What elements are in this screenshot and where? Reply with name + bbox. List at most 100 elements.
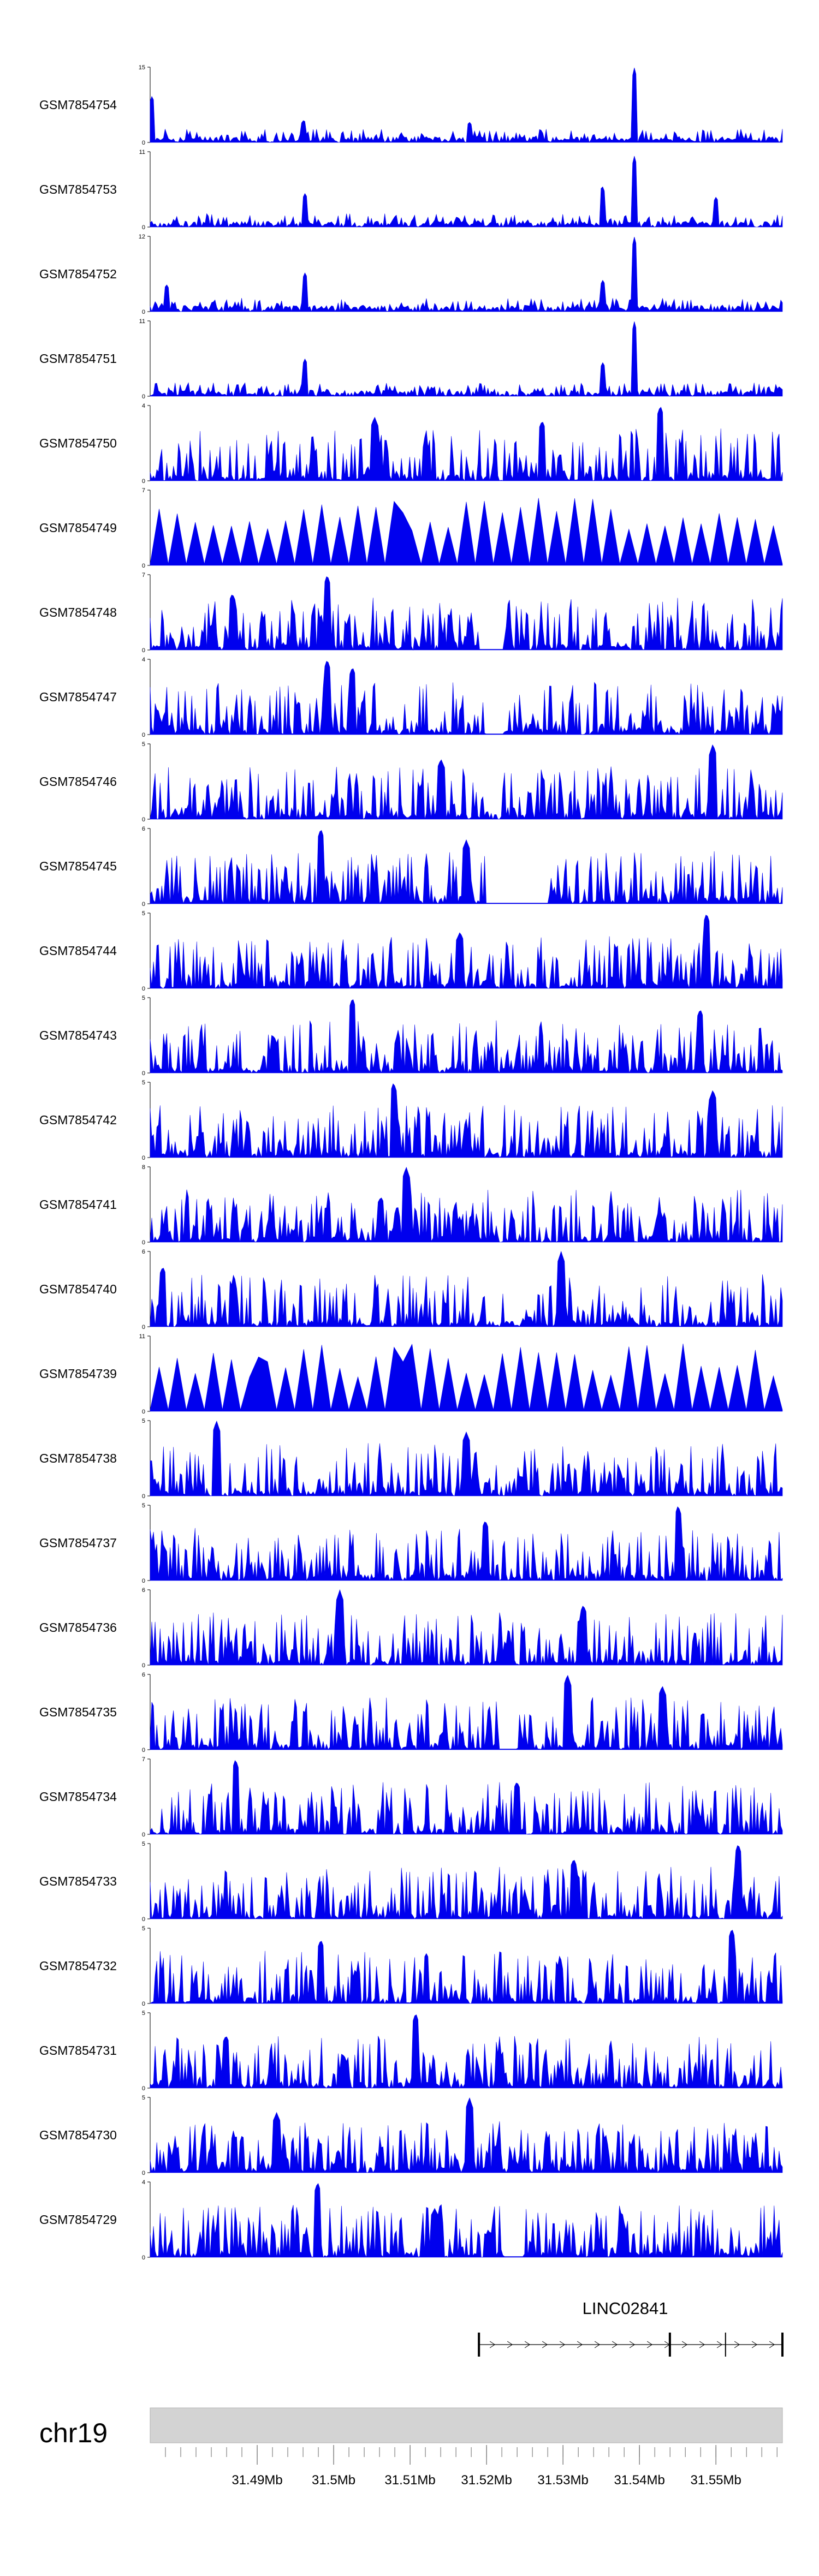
y-max-label: 4 — [142, 403, 145, 409]
strand-arrow — [751, 2341, 758, 2348]
y-min-label: 0 — [142, 478, 145, 485]
track-label: GSM7854735 — [39, 1705, 117, 1719]
track-GSM7854745: GSM7854745 6 0 — [39, 826, 783, 908]
coverage-area — [150, 1421, 783, 1497]
track-label: GSM7854736 — [39, 1620, 117, 1635]
track-GSM7854754: GSM7854754 15 0 — [39, 64, 783, 146]
track-label: GSM7854740 — [39, 1282, 117, 1296]
strand-arrow — [716, 2341, 723, 2348]
y-min-label: 0 — [142, 732, 145, 738]
chromosome-band — [150, 2407, 783, 2443]
y-min-label: 0 — [142, 309, 145, 315]
axis-tick-label: 31.49Mb — [232, 2473, 282, 2488]
gene-exon — [781, 2333, 784, 2357]
track-GSM7854748: GSM7854748 7 0 — [39, 572, 783, 654]
y-min-label: 0 — [142, 901, 145, 908]
y-min-label: 0 — [142, 1070, 145, 1077]
y-min-label: 0 — [142, 1239, 145, 1246]
strand-arrow — [769, 2341, 775, 2348]
y-min-label: 0 — [142, 2170, 145, 2177]
coverage-area — [150, 498, 783, 566]
coverage-area — [150, 1083, 783, 1158]
y-max-label: 7 — [142, 487, 145, 494]
track-GSM7854739: GSM7854739 11 0 — [39, 1333, 783, 1415]
coverage-tracks: GSM7854754150GSM7854753110GSM7854752120G… — [39, 64, 783, 2261]
track-label: GSM7854738 — [39, 1451, 117, 1465]
track-label: GSM7854732 — [39, 1959, 117, 1973]
axis-tick-label: 31.55Mb — [690, 2473, 741, 2488]
y-min-label: 0 — [142, 393, 145, 400]
y-min-label: 0 — [142, 1409, 145, 1415]
track-GSM7854749: GSM7854749 7 0 — [39, 487, 783, 569]
track-label: GSM7854737 — [39, 1536, 117, 1550]
coverage-area — [150, 576, 783, 651]
track-label: GSM7854731 — [39, 2043, 117, 2058]
coverage-area — [150, 1760, 783, 1835]
y-max-label: 5 — [142, 2010, 145, 2017]
y-max-label: 11 — [139, 1333, 145, 1340]
gene-track: LINC02841 — [478, 2299, 784, 2357]
track-GSM7854742: GSM7854742 5 0 — [39, 1080, 783, 1161]
y-min-label: 0 — [142, 2255, 145, 2261]
coverage-area — [150, 1343, 783, 1412]
y-max-label: 4 — [142, 2179, 145, 2186]
y-max-label: 8 — [142, 1164, 145, 1171]
coverage-area — [150, 68, 783, 143]
strand-arrow — [699, 2341, 705, 2348]
axis-tick-label: 31.54Mb — [614, 2473, 664, 2488]
strand-arrow — [734, 2341, 740, 2348]
genome-axis: 31.49Mb 31.5Mb 31.51Mb 31.52Mb 31.53Mb 31.54M… — [165, 2445, 778, 2488]
coverage-area — [150, 237, 783, 312]
y-max-label: 5 — [142, 995, 145, 1001]
track-label: GSM7854745 — [39, 859, 117, 873]
y-min-label: 0 — [142, 1493, 145, 1500]
gene-exon — [725, 2333, 726, 2357]
coverage-area — [150, 915, 783, 989]
coverage-area — [150, 321, 783, 397]
y-min-label: 0 — [142, 1578, 145, 1584]
track-GSM7854741: GSM7854741 8 0 — [39, 1164, 783, 1246]
strand-arrow — [594, 2341, 601, 2348]
y-max-label: 6 — [142, 1672, 145, 1678]
coverage-area — [150, 1251, 783, 1327]
strand-arrow — [612, 2341, 618, 2348]
coverage-area — [150, 744, 783, 820]
track-GSM7854753: GSM7854753 11 0 — [39, 149, 783, 231]
strand-arrow — [489, 2341, 496, 2348]
gene-exon — [478, 2333, 480, 2357]
y-min-label: 0 — [142, 2001, 145, 2007]
track-label: GSM7854750 — [39, 436, 117, 450]
y-max-label: 7 — [142, 1756, 145, 1763]
track-label: GSM7854739 — [39, 1367, 117, 1381]
axis-tick-label: 31.53Mb — [537, 2473, 588, 2488]
axis-tick-label: 31.52Mb — [461, 2473, 512, 2488]
strand-arrow — [646, 2341, 653, 2348]
strand-arrow — [577, 2341, 583, 2348]
coverage-area — [150, 1845, 783, 1919]
track-label: GSM7854748 — [39, 605, 117, 619]
track-label: GSM7854729 — [39, 2213, 117, 2227]
coverage-area — [150, 1589, 783, 1666]
track-GSM7854734: GSM7854734 7 0 — [39, 1756, 783, 1838]
track-label: GSM7854742 — [39, 1113, 117, 1127]
y-min-label: 0 — [142, 1916, 145, 1923]
track-GSM7854740: GSM7854740 6 0 — [39, 1249, 783, 1331]
y-max-label: 5 — [142, 741, 145, 748]
track-GSM7854735: GSM7854735 6 0 — [39, 1672, 783, 1754]
track-label: GSM7854733 — [39, 1874, 117, 1888]
y-min-label: 0 — [142, 1662, 145, 1669]
y-max-label: 5 — [142, 1080, 145, 1086]
track-GSM7854746: GSM7854746 5 0 — [39, 741, 783, 823]
track-GSM7854752: GSM7854752 12 0 — [39, 234, 783, 315]
gene-label: LINC02841 — [583, 2299, 668, 2318]
y-min-label: 0 — [142, 647, 145, 654]
coverage-area — [150, 1930, 783, 2005]
track-label: GSM7854734 — [39, 1790, 117, 1804]
track-label: GSM7854753 — [39, 182, 117, 196]
y-min-label: 0 — [142, 816, 145, 823]
chromosome-ideogram: chr19 — [39, 2407, 783, 2448]
y-max-label: 5 — [142, 1502, 145, 1509]
track-GSM7854731: GSM7854731 5 0 — [39, 2010, 783, 2092]
track-GSM7854747: GSM7854747 4 0 — [39, 657, 783, 738]
